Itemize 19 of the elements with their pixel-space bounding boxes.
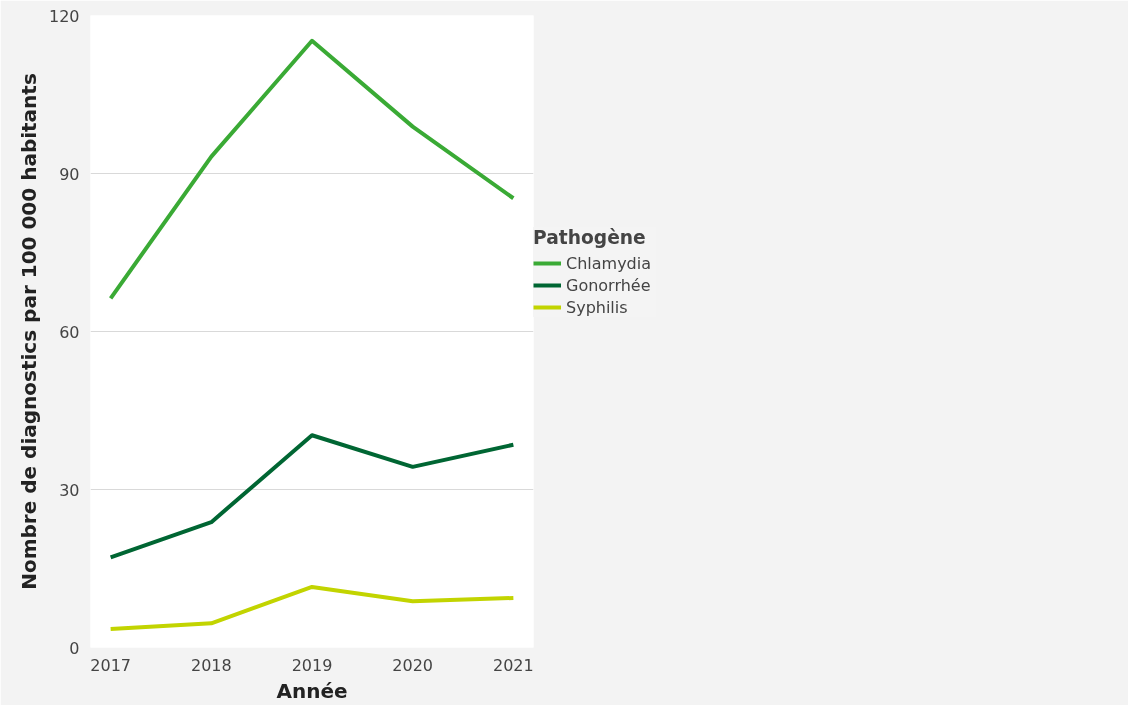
- legend-label: Syphilis: [566, 297, 629, 317]
- legend-label: Gonorrhée: [566, 275, 652, 295]
- y-axis-title: Nombre de diagnostics par 100 000 habitants: [16, 73, 41, 590]
- x-tick-label: 2017: [90, 655, 131, 675]
- line-series: [108, 38, 516, 301]
- x-tick-label: 2019: [291, 655, 333, 675]
- legend-label: Chlamydia: [566, 253, 653, 273]
- line-series: [108, 433, 516, 560]
- y-tick-label: 120: [48, 6, 80, 26]
- y-tick-label: 60: [59, 322, 80, 342]
- line-series: [108, 584, 516, 632]
- legend-title: Pathogène: [533, 227, 647, 248]
- y-tick-label: 30: [59, 480, 80, 500]
- x-axis-title: Année: [276, 678, 348, 703]
- x-tick-label: 2020: [392, 655, 434, 675]
- x-tick-label: 2021: [493, 655, 534, 675]
- x-tick-label: 2018: [190, 655, 232, 675]
- y-tick-label: 0: [69, 638, 80, 658]
- y-tick-label: 90: [59, 164, 80, 184]
